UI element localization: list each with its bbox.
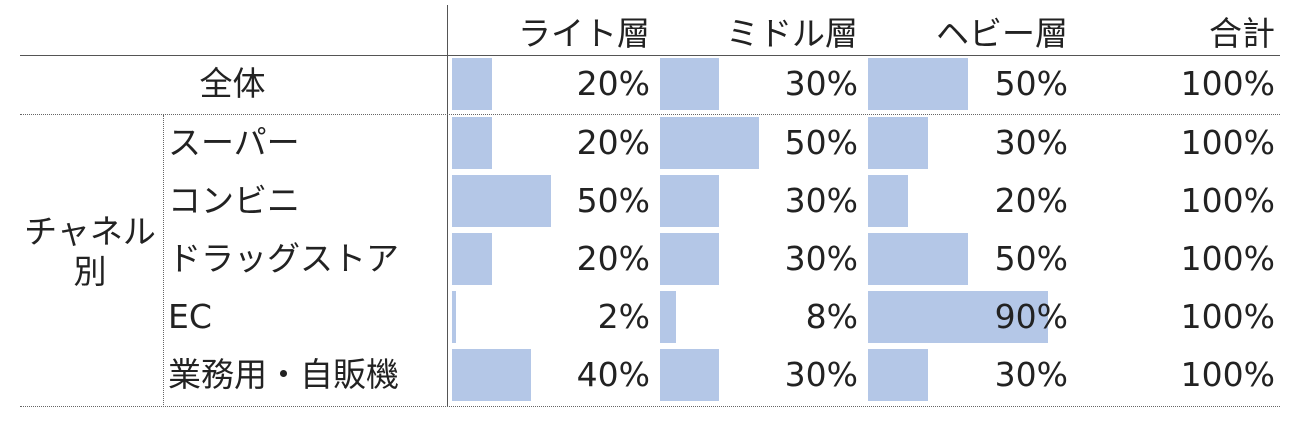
data-label: 30% <box>784 239 858 278</box>
data-label: 20% <box>576 239 650 278</box>
data-bar <box>452 117 492 169</box>
data-bar <box>868 233 968 285</box>
divider-bottom <box>20 406 1280 407</box>
column-header: ヘビー層 <box>936 14 1068 53</box>
divider-vertical <box>447 5 448 407</box>
row-label: スーパー <box>168 123 300 162</box>
row-label: EC <box>168 297 212 336</box>
column-header: 合計 <box>1209 14 1275 53</box>
total-label: 100% <box>1180 181 1275 220</box>
data-label: 30% <box>994 355 1068 394</box>
data-label: 40% <box>576 355 650 394</box>
divider-vertical-dotted <box>163 115 164 407</box>
group-label-line: 別 <box>73 252 107 291</box>
row-label-overall: 全体 <box>199 64 266 103</box>
data-bar <box>452 175 551 227</box>
data-label: 30% <box>784 181 858 220</box>
data-bar <box>660 175 720 227</box>
data-bar <box>868 117 928 169</box>
data-bar <box>660 233 720 285</box>
data-label: 2% <box>597 297 650 336</box>
data-bar <box>452 291 456 343</box>
data-label: 20% <box>994 181 1068 220</box>
column-header: ライト層 <box>518 14 650 53</box>
data-bar <box>868 58 968 110</box>
data-label: 20% <box>576 123 650 162</box>
data-bar <box>868 291 1048 343</box>
divider-overall <box>20 114 1280 115</box>
row-label: ドラッグストア <box>168 239 399 278</box>
total-label: 100% <box>1180 64 1275 103</box>
total-label: 100% <box>1180 239 1275 278</box>
group-label-line: チャネル <box>24 212 156 251</box>
data-bar <box>452 349 532 401</box>
data-bar <box>660 291 676 343</box>
row-label: コンビニ <box>168 181 300 220</box>
data-label: 30% <box>784 355 858 394</box>
row-label: 業務用・自販機 <box>168 355 399 394</box>
data-label: 50% <box>576 181 650 220</box>
data-bar <box>452 58 492 110</box>
data-bar <box>868 349 928 401</box>
data-label: 30% <box>784 64 858 103</box>
data-label: 20% <box>576 64 650 103</box>
data-label: 50% <box>994 64 1068 103</box>
total-label: 100% <box>1180 123 1275 162</box>
total-label: 100% <box>1180 355 1275 394</box>
column-header: ミドル層 <box>726 14 858 53</box>
total-label: 100% <box>1180 297 1275 336</box>
data-bar <box>660 58 720 110</box>
data-label: 30% <box>994 123 1068 162</box>
group-label: チャネル別 <box>20 212 160 292</box>
data-label: 90% <box>994 297 1068 336</box>
data-label: 50% <box>784 123 858 162</box>
data-label: 50% <box>994 239 1068 278</box>
data-bar <box>660 117 759 169</box>
data-bar <box>660 349 720 401</box>
divider-header <box>20 55 1280 56</box>
data-label: 8% <box>805 297 858 336</box>
data-bar <box>452 233 492 285</box>
data-bar <box>868 175 908 227</box>
